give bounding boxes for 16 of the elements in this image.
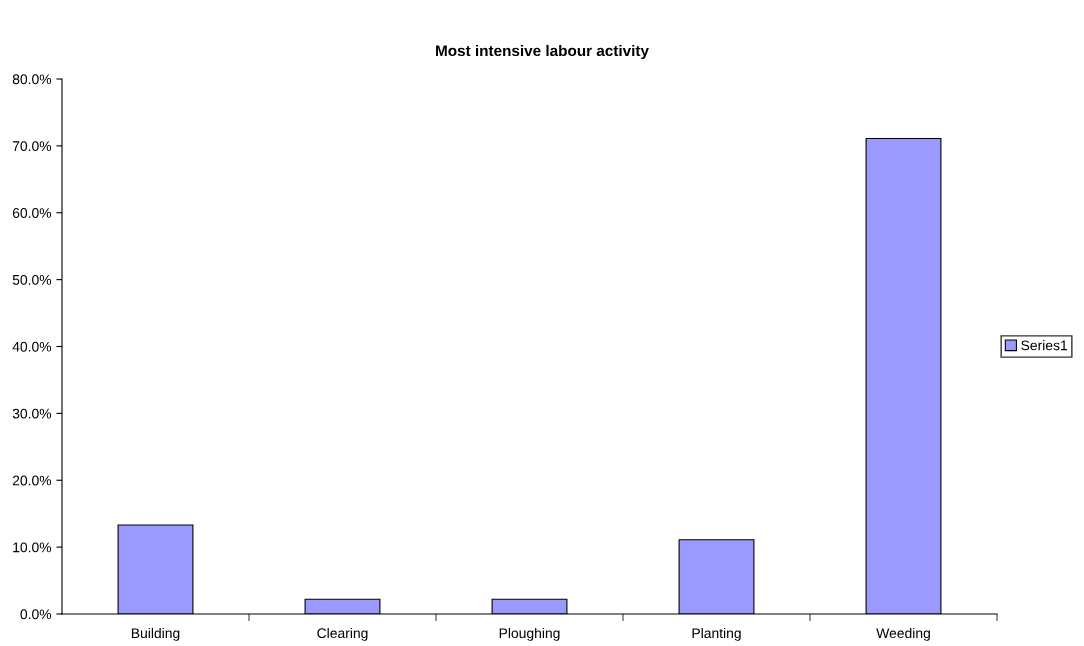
y-tick-label: 80.0% xyxy=(12,74,52,85)
y-tick-label: 0.0% xyxy=(20,609,52,620)
y-tick-label: 30.0% xyxy=(12,408,52,419)
x-tick-label: Clearing xyxy=(317,627,368,641)
x-tick-label: Planting xyxy=(692,627,741,641)
y-tick-label: 50.0% xyxy=(12,274,52,285)
y-tick-label: 70.0% xyxy=(12,141,52,152)
chart-title: Most intensive labour activity xyxy=(436,44,649,60)
y-tick-label: 10.0% xyxy=(13,542,52,553)
x-tick-label: Weeding xyxy=(876,627,930,641)
x-tick-label: Building xyxy=(131,627,180,641)
x-tick-label: Ploughing xyxy=(499,627,560,641)
y-tick-label: 60.0% xyxy=(12,208,52,218)
legend-label: Series1 xyxy=(1021,340,1068,351)
y-tick-label: 20.0% xyxy=(12,475,52,486)
y-tick-label: 40.0% xyxy=(12,341,52,352)
